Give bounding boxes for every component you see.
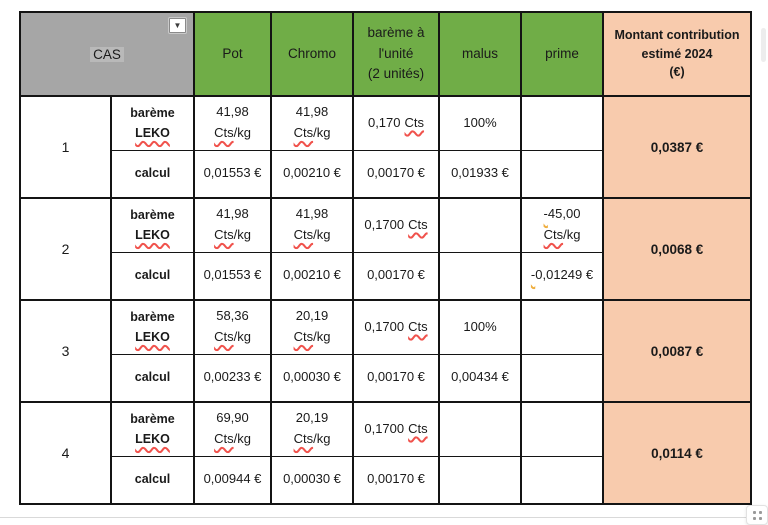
cell-chromo-calcul-2: 0,00210 € <box>270 251 354 301</box>
cell-malus-calcul-4 <box>438 455 522 505</box>
cell-malus-bareme-2 <box>438 197 522 253</box>
cell-chromo-calcul-1: 0,00210 € <box>270 149 354 199</box>
cell-calcul-label-1: calcul <box>110 149 195 199</box>
cell-pot-bareme-3: 58,36 Cts/kg <box>193 299 272 355</box>
cell-montant-4: 0,0114 € <box>602 401 752 505</box>
cell-unite-bareme-4: 0,1700 Cts <box>352 401 440 457</box>
cell-pot-calcul-3: 0,00233 € <box>193 353 272 403</box>
cell-cas-3: 3 <box>19 299 112 403</box>
contribution-table: CAS ▼ Pot Chromo barème à l'unité (2 uni… <box>19 11 752 505</box>
table-row: calcul 0,01553 € 0,00210 € 0,00170 € -0,… <box>20 251 751 301</box>
cell-pot-bareme-4: 69,90 Cts/kg <box>193 401 272 457</box>
cell-malus-bareme-3: 100% <box>438 299 522 355</box>
cell-malus-calcul-2 <box>438 251 522 301</box>
header-chromo: Chromo <box>270 11 354 97</box>
cell-montant-2: 0,0068 € <box>602 197 752 301</box>
drag-handle[interactable] <box>746 505 768 525</box>
header-montant: Montant contribution estimé 2024 (€) <box>602 11 752 97</box>
cell-prime-bareme-3 <box>520 299 604 355</box>
cell-unite-bareme-2: 0,1700 Cts <box>352 197 440 253</box>
cell-unite-calcul-2: 0,00170 € <box>352 251 440 301</box>
table-row: 4 barème LEKO 69,90 Cts/kg 20,19 Cts/kg … <box>19 401 752 505</box>
cell-bareme-label-2: barème LEKO <box>110 197 195 253</box>
scrollbar-thumb[interactable] <box>761 28 766 62</box>
cell-prime-calcul-3 <box>520 353 604 403</box>
cell-montant-3: 0,0087 € <box>602 299 752 403</box>
chevron-down-icon: ▼ <box>173 20 182 30</box>
cell-cas-4: 4 <box>19 401 112 505</box>
header-pot: Pot <box>193 11 272 97</box>
drag-handle-dots-icon <box>752 510 762 520</box>
table-row: 1 barème LEKO 41,98 Cts/kg 41,98 Cts/kg … <box>19 95 752 199</box>
table-row: 3 barème LEKO 58,36 Cts/kg 20,19 Cts/kg … <box>19 299 752 403</box>
cell-pot-calcul-4: 0,00944 € <box>193 455 272 505</box>
cell-unite-calcul-3: 0,00170 € <box>352 353 440 403</box>
header-cas: CAS ▼ <box>19 11 195 97</box>
header-row: CAS ▼ Pot Chromo barème à l'unité (2 uni… <box>19 11 752 97</box>
cell-bareme-label-1: barème LEKO <box>110 95 195 151</box>
header-bareme-unite: barème à l'unité (2 unités) <box>352 11 440 97</box>
cell-malus-calcul-3: 0,00434 € <box>438 353 522 403</box>
cell-malus-bareme-4 <box>438 401 522 457</box>
table-row: 2 barème LEKO 41,98 Cts/kg 41,98 Cts/kg … <box>19 197 752 301</box>
cell-prime-calcul-4 <box>520 455 604 505</box>
cell-chromo-bareme-3: 20,19 Cts/kg <box>270 299 354 355</box>
cell-calcul-label-2: calcul <box>110 251 195 301</box>
cell-malus-calcul-1: 0,01933 € <box>438 149 522 199</box>
cell-calcul-label-4: calcul <box>110 455 195 505</box>
header-prime: prime <box>520 11 604 97</box>
cell-unite-bareme-1: 0,170 Cts <box>352 95 440 151</box>
cell-prime-bareme-1 <box>520 95 604 151</box>
cell-chromo-bareme-4: 20,19 Cts/kg <box>270 401 354 457</box>
cell-pot-calcul-2: 0,01553 € <box>193 251 272 301</box>
cell-pot-bareme-1: 41,98 Cts/kg <box>193 95 272 151</box>
table-row: calcul 0,00944 € 0,00030 € 0,00170 € <box>20 455 751 505</box>
cell-unite-calcul-1: 0,00170 € <box>352 149 440 199</box>
cell-cas-2: 2 <box>19 197 112 301</box>
header-cas-label: CAS <box>90 46 124 62</box>
cell-unite-bareme-3: 0,1700 Cts <box>352 299 440 355</box>
cell-chromo-calcul-3: 0,00030 € <box>270 353 354 403</box>
cell-bareme-label-4: barème LEKO <box>110 401 195 457</box>
cell-unite-calcul-4: 0,00170 € <box>352 455 440 505</box>
cell-prime-calcul-2: -0,01249 € <box>520 251 604 301</box>
cell-montant-1: 0,0387 € <box>602 95 752 199</box>
cell-chromo-calcul-4: 0,00030 € <box>270 455 354 505</box>
cell-pot-calcul-1: 0,01553 € <box>193 149 272 199</box>
cell-cas-1: 1 <box>19 95 112 199</box>
page-divider <box>0 517 768 518</box>
header-malus: malus <box>438 11 522 97</box>
table-row: calcul 0,00233 € 0,00030 € 0,00170 € 0,0… <box>20 353 751 403</box>
cell-pot-bareme-2: 41,98 Cts/kg <box>193 197 272 253</box>
cell-prime-bareme-2: -45,00 Cts/kg <box>520 197 604 253</box>
cell-calcul-label-3: calcul <box>110 353 195 403</box>
cell-malus-bareme-1: 100% <box>438 95 522 151</box>
cell-chromo-bareme-1: 41,98 Cts/kg <box>270 95 354 151</box>
cell-prime-calcul-1 <box>520 149 604 199</box>
cell-chromo-bareme-2: 41,98 Cts/kg <box>270 197 354 253</box>
cell-prime-bareme-4 <box>520 401 604 457</box>
cell-bareme-label-3: barème LEKO <box>110 299 195 355</box>
filter-dropdown-button[interactable]: ▼ <box>169 18 186 33</box>
table-row: calcul 0,01553 € 0,00210 € 0,00170 € 0,0… <box>20 149 751 199</box>
